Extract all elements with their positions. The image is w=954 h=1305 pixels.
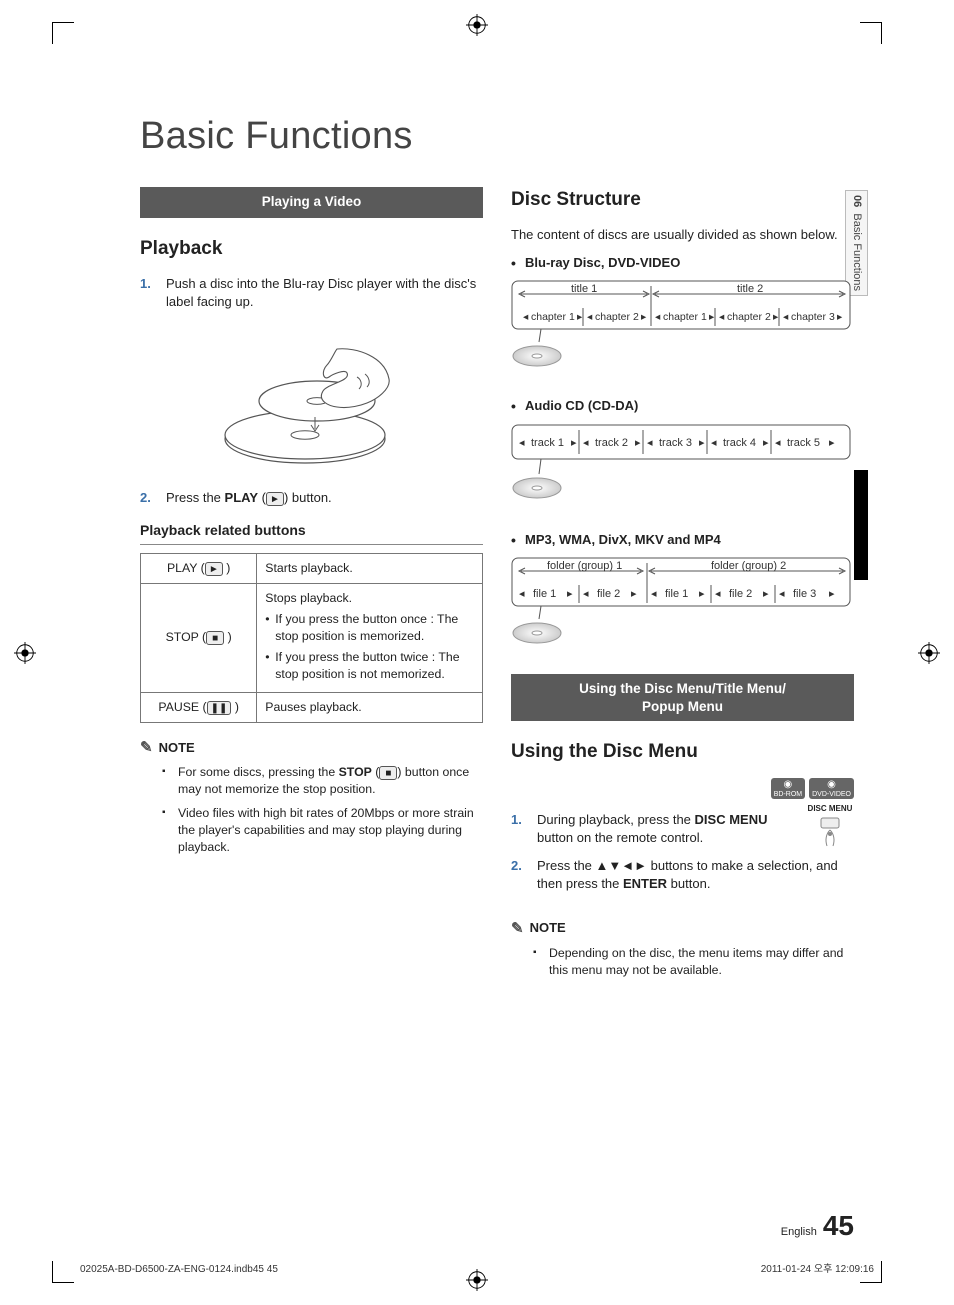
registration-mark-icon	[466, 14, 488, 36]
svg-text:◂: ◂	[523, 311, 529, 323]
banner-playing-video: Playing a Video	[140, 187, 483, 218]
svg-text:▸: ▸	[567, 588, 573, 600]
heading-using-disc-menu: Using the Disc Menu	[511, 739, 854, 766]
svg-text:▸: ▸	[699, 588, 705, 600]
playback-step-1: 1. Push a disc into the Blu-ray Disc pla…	[140, 275, 483, 311]
heading-playback: Playback	[140, 236, 483, 263]
svg-text:track 3: track 3	[659, 437, 692, 449]
svg-text:file 1: file 1	[533, 588, 556, 600]
svg-text:folder (group) 2: folder (group) 2	[711, 560, 786, 572]
svg-text:◂: ◂	[711, 437, 717, 449]
svg-text:▸: ▸	[829, 437, 835, 449]
print-job-id: 02025A-BD-D6500-ZA-ENG-0124.indb45 45	[80, 1263, 278, 1277]
svg-text:▸: ▸	[699, 437, 705, 449]
svg-text:◂: ◂	[519, 437, 525, 449]
pause-button-icon: ❚❚	[207, 701, 232, 715]
svg-text:▸: ▸	[773, 311, 779, 323]
remote-disc-menu-icon: DISC MENU	[806, 803, 854, 850]
svg-text:▸: ▸	[837, 311, 843, 323]
svg-text:track 2: track 2	[595, 437, 628, 449]
svg-text:▸: ▸	[763, 437, 769, 449]
note-item: Video files with high bit rates of 20Mbp…	[168, 805, 483, 857]
note-icon: ✎	[511, 918, 524, 939]
disc-menu-step-2: 2. Press the ▲▼◄► buttons to make a sele…	[511, 857, 854, 893]
bluray-dvd-diagram: title 1 title 2 ◂chapter 1▸ ◂chapter 2▸ …	[511, 280, 854, 375]
stop-button-icon: ■	[206, 631, 224, 645]
svg-text:▸: ▸	[763, 588, 769, 600]
disc-type-item: Audio CD (CD-DA)	[511, 397, 854, 415]
disc-format-badges: ◉BD-ROM ◉DVD-VIDEO	[771, 778, 854, 799]
svg-text:chapter 1: chapter 1	[531, 311, 575, 323]
note-icon: ✎	[140, 737, 153, 758]
svg-text:file 1: file 1	[665, 588, 688, 600]
note-heading: ✎ NOTE	[511, 918, 854, 939]
svg-text:◂: ◂	[651, 588, 657, 600]
playback-step-2: 2. Press the PLAY (►) button.	[140, 489, 483, 507]
banner-disc-menu: Using the Disc Menu/Title Menu/Popup Men…	[511, 674, 854, 721]
svg-text:◂: ◂	[715, 588, 721, 600]
svg-text:file 3: file 3	[793, 588, 816, 600]
svg-text:◂: ◂	[655, 311, 661, 323]
svg-text:◂: ◂	[519, 588, 525, 600]
svg-text:◂: ◂	[719, 311, 725, 323]
disc-insert-illustration	[217, 329, 407, 469]
svg-text:folder (group) 1: folder (group) 1	[547, 560, 622, 572]
svg-text:chapter 2: chapter 2	[595, 311, 639, 323]
thumb-tab	[854, 470, 868, 580]
registration-mark-icon	[466, 1269, 488, 1291]
svg-text:◂: ◂	[583, 437, 589, 449]
heading-disc-structure: Disc Structure	[511, 187, 854, 214]
disc-type-item: MP3, WMA, DivX, MKV and MP4	[511, 531, 854, 549]
print-timestamp: 2011-01-24 오후 12:09:16	[761, 1263, 874, 1277]
page-title: Basic Functions	[140, 110, 854, 163]
svg-text:▸: ▸	[829, 588, 835, 600]
note-item: Depending on the disc, the menu items ma…	[539, 945, 854, 979]
svg-text:▸: ▸	[577, 311, 583, 323]
svg-text:◂: ◂	[647, 437, 653, 449]
svg-text:track 4: track 4	[723, 437, 756, 449]
svg-text:file 2: file 2	[729, 588, 752, 600]
svg-text:▸: ▸	[641, 311, 647, 323]
disc-type-item: Blu-ray Disc, DVD-VIDEO	[511, 254, 854, 272]
audio-cd-diagram: ◂track 1▸ ◂track 2▸ ◂track 3▸ ◂track 4▸ …	[511, 424, 854, 509]
registration-mark-icon	[918, 642, 940, 664]
play-button-icon: ►	[205, 562, 223, 576]
table-row: STOP (■ ) Stops playback. If you press t…	[141, 584, 483, 693]
svg-text:▸: ▸	[571, 437, 577, 449]
registration-mark-icon	[14, 642, 36, 664]
stop-button-icon: ■	[379, 766, 397, 780]
svg-text:track 1: track 1	[531, 437, 564, 449]
svg-text:◂: ◂	[783, 311, 789, 323]
disc-structure-intro: The content of discs are usually divided…	[511, 226, 854, 244]
svg-text:◂: ◂	[775, 437, 781, 449]
page-footer: English 45	[781, 1206, 854, 1245]
svg-text:◂: ◂	[779, 588, 785, 600]
note-item: For some discs, pressing the STOP (■) bu…	[168, 764, 483, 798]
disc-menu-step-1: 1. During playback, press the DISC MENU …	[511, 811, 806, 847]
svg-text:chapter 2: chapter 2	[727, 311, 771, 323]
svg-text:◂: ◂	[587, 311, 593, 323]
svg-text:▸: ▸	[709, 311, 715, 323]
heading-playback-buttons: Playback related buttons	[140, 521, 483, 545]
table-row: PAUSE (❚❚ ) Pauses playback.	[141, 693, 483, 723]
svg-text:title 2: title 2	[737, 283, 763, 295]
svg-text:track 5: track 5	[787, 437, 820, 449]
svg-text:▸: ▸	[635, 437, 641, 449]
mp3-diagram: folder (group) 1 folder (group) 2 ◂ file …	[511, 557, 854, 652]
svg-text:▸: ▸	[631, 588, 637, 600]
note-heading: ✎ NOTE	[140, 737, 483, 758]
playback-buttons-table: PLAY (► ) Starts playback. STOP (■ ) Sto…	[140, 553, 483, 723]
svg-text:◂: ◂	[583, 588, 589, 600]
svg-text:title 1: title 1	[571, 283, 597, 295]
play-button-icon: ►	[266, 492, 284, 506]
svg-text:chapter 3: chapter 3	[791, 311, 835, 323]
table-row: PLAY (► ) Starts playback.	[141, 553, 483, 583]
svg-text:chapter 1: chapter 1	[663, 311, 707, 323]
svg-text:file 2: file 2	[597, 588, 620, 600]
